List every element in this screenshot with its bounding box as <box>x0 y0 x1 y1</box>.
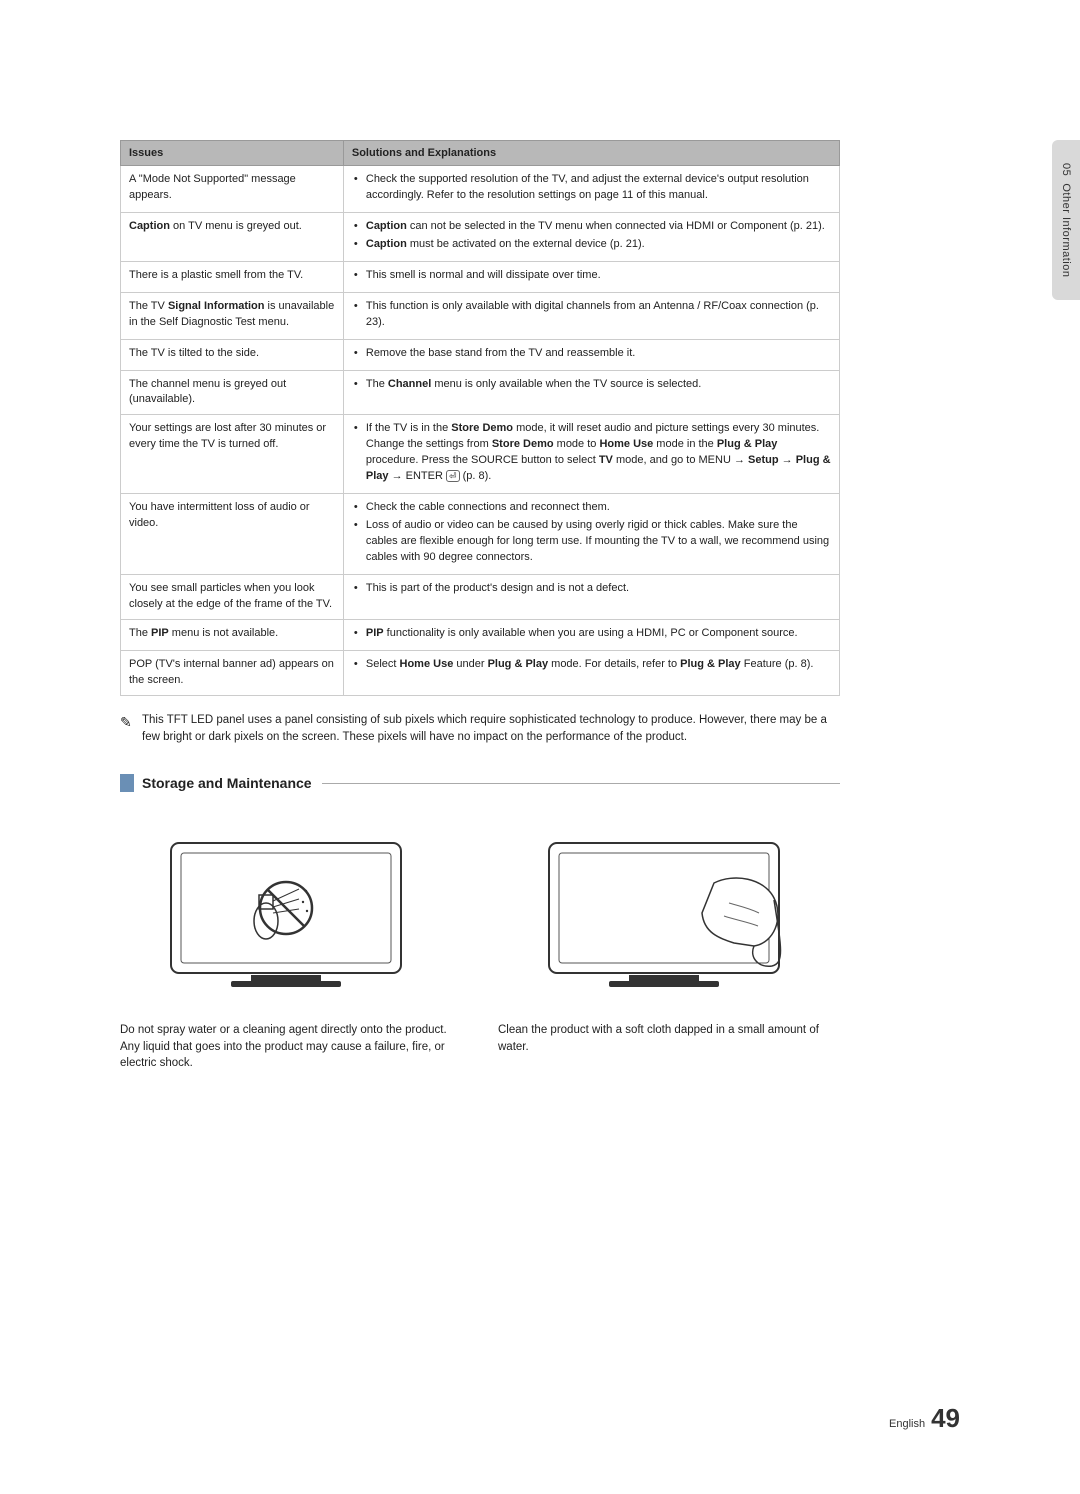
issue-cell: The PIP menu is not available. <box>121 619 344 650</box>
solution-cell: PIP functionality is only available when… <box>343 619 839 650</box>
issue-cell: Caption on TV menu is greyed out. <box>121 212 344 261</box>
solution-item: Check the supported resolution of the TV… <box>352 172 831 204</box>
page-content: Issues Solutions and Explanations A "Mod… <box>120 140 840 1072</box>
section-title: Storage and Maintenance <box>142 775 312 791</box>
troubleshooting-table: Issues Solutions and Explanations A "Mod… <box>120 140 840 696</box>
solution-item: Check the cable connections and reconnec… <box>352 500 831 516</box>
tv-soft-cloth-illustration <box>498 818 840 1008</box>
section-heading: Storage and Maintenance <box>120 774 840 792</box>
solution-cell: Remove the base stand from the TV and re… <box>343 339 839 370</box>
solution-cell: Check the supported resolution of the TV… <box>343 166 839 213</box>
solution-item: Caption must be activated on the externa… <box>352 237 831 253</box>
pixel-note: ✎ This TFT LED panel uses a panel consis… <box>120 712 840 747</box>
solution-cell: This function is only available with dig… <box>343 292 839 339</box>
figure-right: Clean the product with a soft cloth dapp… <box>498 818 840 1072</box>
table-row: There is a plastic smell from the TV. Thi… <box>121 261 840 292</box>
solution-cell: Select Home Use under Plug & Play mode. … <box>343 650 839 695</box>
table-row: POP (TV's internal banner ad) appears on… <box>121 650 840 695</box>
side-tab-text: 05 Other Information <box>1060 163 1072 277</box>
table-row: You see small particles when you look cl… <box>121 574 840 619</box>
solution-item: This function is only available with dig… <box>352 299 831 331</box>
solution-cell: If the TV is in the Store Demo mode, it … <box>343 415 839 494</box>
table-row: A "Mode Not Supported" message appears.C… <box>121 166 840 213</box>
solution-cell: Caption can not be selected in the TV me… <box>343 212 839 261</box>
section-rule <box>322 783 840 784</box>
caption-right: Clean the product with a soft cloth dapp… <box>498 1022 840 1055</box>
page-footer: English 49 <box>889 1403 960 1434</box>
table-row: The channel menu is greyed out (unavaila… <box>121 370 840 415</box>
caption-left: Do not spray water or a cleaning agent d… <box>120 1022 462 1072</box>
issue-cell: POP (TV's internal banner ad) appears on… <box>121 650 344 695</box>
solution-item: Caption can not be selected in the TV me… <box>352 219 831 235</box>
issue-cell: A "Mode Not Supported" message appears. <box>121 166 344 213</box>
issue-cell: You have intermittent loss of audio or v… <box>121 494 344 575</box>
table-row: Caption on TV menu is greyed out. Caption… <box>121 212 840 261</box>
note-text: This TFT LED panel uses a panel consisti… <box>142 714 827 743</box>
tv-no-spray-illustration <box>120 818 462 1008</box>
table-row: You have intermittent loss of audio or v… <box>121 494 840 575</box>
issue-cell: The TV is tilted to the side. <box>121 339 344 370</box>
table-row: The TV Signal Information is unavailable… <box>121 292 840 339</box>
footer-page: 49 <box>931 1403 960 1434</box>
col-header-issues: Issues <box>121 141 344 166</box>
solution-item: The Channel menu is only available when … <box>352 377 831 393</box>
solution-cell: Check the cable connections and reconnec… <box>343 494 839 575</box>
issue-cell: The channel menu is greyed out (unavaila… <box>121 370 344 415</box>
solution-item: Loss of audio or video can be caused by … <box>352 518 831 566</box>
solution-item: PIP functionality is only available when… <box>352 626 831 642</box>
figure-left: Do not spray water or a cleaning agent d… <box>120 818 462 1072</box>
table-row: The PIP menu is not available. PIP functi… <box>121 619 840 650</box>
issue-cell: There is a plastic smell from the TV. <box>121 261 344 292</box>
col-header-solutions: Solutions and Explanations <box>343 141 839 166</box>
solution-cell: This smell is normal and will dissipate … <box>343 261 839 292</box>
note-icon: ✎ <box>120 712 132 733</box>
solution-item: Select Home Use under Plug & Play mode. … <box>352 657 831 673</box>
solution-item: This smell is normal and will dissipate … <box>352 268 831 284</box>
table-row: Your settings are lost after 30 minutes … <box>121 415 840 494</box>
side-tab: 05 Other Information <box>1052 140 1080 300</box>
table-row: The TV is tilted to the side. Remove the … <box>121 339 840 370</box>
solution-cell: This is part of the product's design and… <box>343 574 839 619</box>
maintenance-figures: Do not spray water or a cleaning agent d… <box>120 818 840 1072</box>
section-bar <box>120 774 134 792</box>
issue-cell: The TV Signal Information is unavailable… <box>121 292 344 339</box>
solution-cell: The Channel menu is only available when … <box>343 370 839 415</box>
footer-lang: English <box>889 1418 925 1430</box>
issue-cell: You see small particles when you look cl… <box>121 574 344 619</box>
solution-item: This is part of the product's design and… <box>352 581 831 597</box>
issue-cell: Your settings are lost after 30 minutes … <box>121 415 344 494</box>
solution-item: If the TV is in the Store Demo mode, it … <box>352 421 831 485</box>
solution-item: Remove the base stand from the TV and re… <box>352 346 831 362</box>
